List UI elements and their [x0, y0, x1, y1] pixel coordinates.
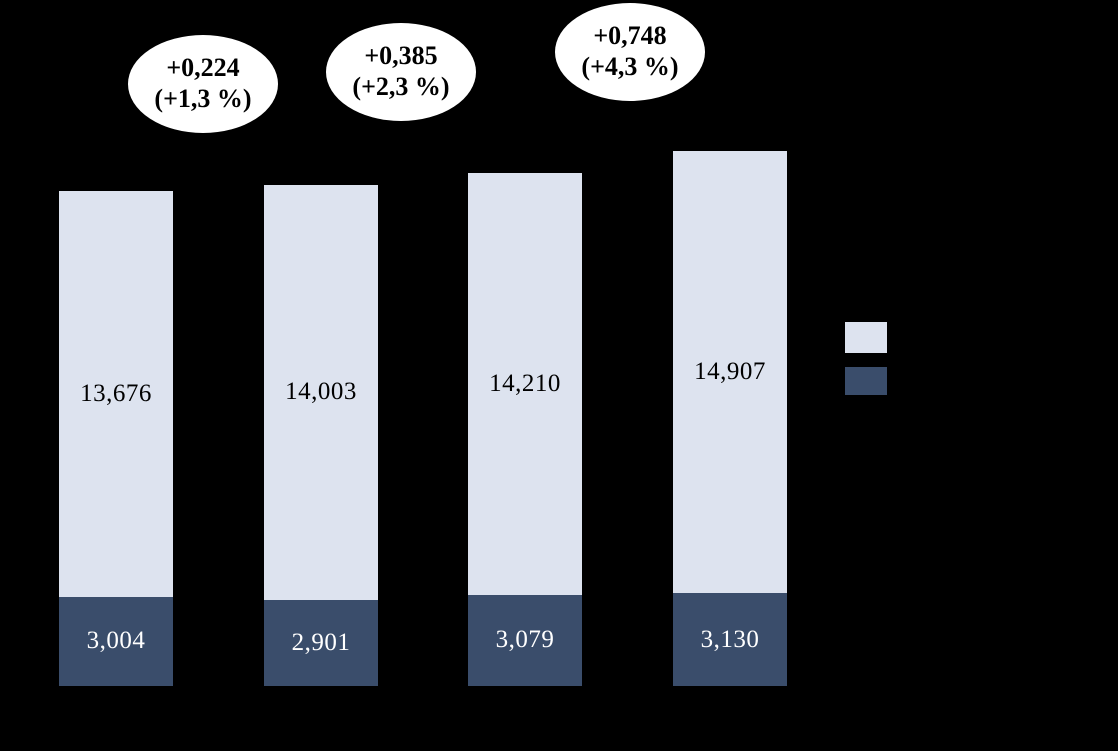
bar-1-bottom-segment-label: 3,004 — [86, 627, 146, 655]
bar-2-top-segment-label: 14,003 — [285, 378, 357, 406]
delta-annotation-oval-2: +0,385 (+2,3 %) — [326, 23, 476, 121]
bar-4-top-segment-label: 14,907 — [694, 358, 766, 386]
bar-4-bottom-segment-label: 3,130 — [700, 625, 760, 653]
delta-annotation-oval-3: +0,748 (+4,3 %) — [555, 3, 705, 101]
delta-percent-label: (+4,3 %) — [581, 52, 679, 81]
legend-swatch-top-segment — [845, 322, 887, 353]
delta-annotation-oval-1: +0,224 (+1,3 %) — [128, 35, 278, 133]
bar-2-bottom-segment: 2,901 — [264, 600, 378, 686]
delta-value-label: +0,385 — [364, 41, 438, 71]
bar-4-bottom-segment: 3,130 — [673, 593, 787, 686]
delta-percent-label: (+2,3 %) — [352, 72, 450, 101]
bar-2-bottom-segment-label: 2,901 — [291, 629, 351, 656]
bar-2-top-segment: 14,003 — [264, 184, 378, 600]
delta-value-label: +0,224 — [166, 53, 240, 83]
bar-3-top-segment: 14,210 — [468, 173, 582, 595]
bar-3-bottom-segment: 3,079 — [468, 594, 582, 686]
bar-3-top-segment-label: 14,210 — [489, 370, 561, 398]
legend-swatch-bottom-segment — [845, 367, 887, 395]
bar-1-top-segment: 13,676 — [59, 191, 173, 597]
bar-1-top-segment-label: 13,676 — [80, 380, 152, 408]
delta-percent-label: (+1,3 %) — [154, 84, 252, 113]
delta-value-label: +0,748 — [593, 21, 667, 51]
bar-3-bottom-segment-label: 3,079 — [495, 626, 555, 654]
bar-4-top-segment: 14,907 — [673, 151, 787, 594]
bar-1-bottom-segment: 3,004 — [59, 596, 173, 686]
